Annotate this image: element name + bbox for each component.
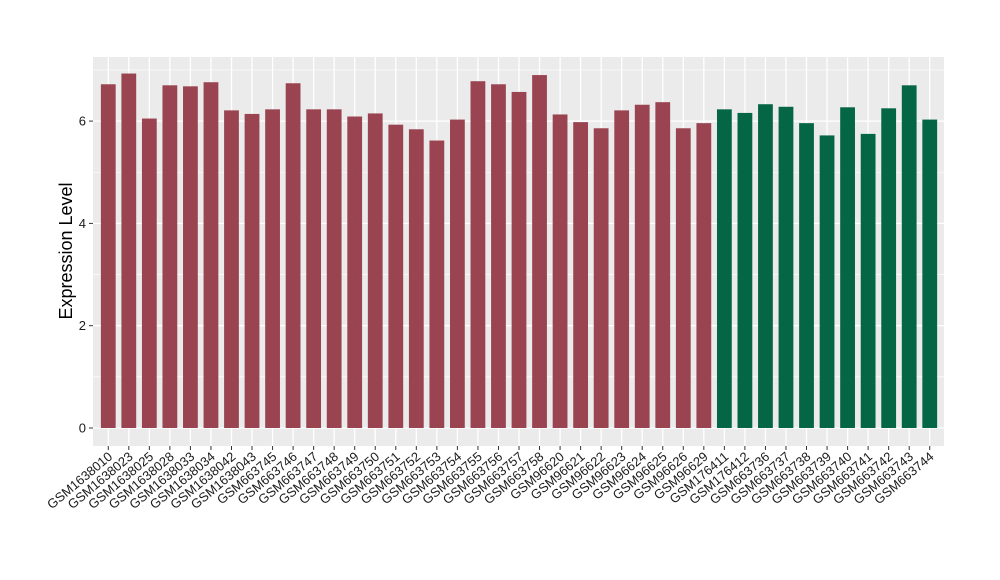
bar-GSM663742 [881,108,897,428]
y-tick-label: 2 [79,318,86,333]
bar-GSM1638042 [224,110,239,429]
bar-GSM663753 [429,140,445,429]
y-tick-label: 6 [79,114,86,129]
bar-GSM663736 [758,104,773,428]
bar-GSM176412 [737,112,753,429]
bar-GSM663750 [367,113,383,429]
bar-GSM663746 [285,83,301,428]
bar-GSM663748 [326,109,342,428]
bar-GSM663758 [532,75,547,428]
bar-GSM1638033 [183,86,198,428]
bar-GSM176411 [716,109,732,428]
bar-GSM663756 [491,84,506,429]
bar-GSM96621 [573,122,589,429]
bar-GSM663737 [778,106,794,428]
bar-GSM96620 [552,114,568,428]
bar-GSM663757 [511,91,527,428]
bars [100,73,938,429]
bar-GSM96626 [675,128,691,428]
y-tick-label: 0 [79,421,86,436]
bar-GSM663745 [265,109,280,428]
bar-GSM1638025 [141,118,157,428]
bar-GSM663741 [860,133,876,428]
bar-GSM96624 [634,104,650,428]
bar-GSM663740 [840,107,855,428]
bar-GSM663738 [799,123,814,429]
y-axis: 0 2 4 6 [79,114,93,436]
bar-GSM663743 [901,85,917,429]
x-axis: GSM1638010GSM1638023GSM1638025GSM1638028… [44,446,937,512]
bar-GSM1638043 [244,113,260,428]
bar-GSM1638034 [203,82,219,428]
bar-GSM1638028 [162,85,178,429]
bar-GSM663744 [922,119,938,428]
y-axis-title: Expression Level [56,182,76,319]
bar-GSM663752 [408,129,424,428]
bar-GSM1638023 [121,73,137,428]
bar-GSM663751 [388,124,404,429]
bar-GSM663747 [306,109,322,428]
y-tick-label: 4 [79,216,86,231]
bar-GSM96625 [655,102,671,429]
bar-GSM96622 [593,128,609,428]
bar-GSM1638010 [100,84,116,429]
bar-GSM96623 [614,110,630,429]
bar-GSM663755 [470,81,486,428]
bar-GSM663749 [347,116,363,428]
bar-GSM96629 [696,123,712,429]
bar-GSM663739 [819,135,835,429]
bar-GSM663754 [450,119,465,428]
